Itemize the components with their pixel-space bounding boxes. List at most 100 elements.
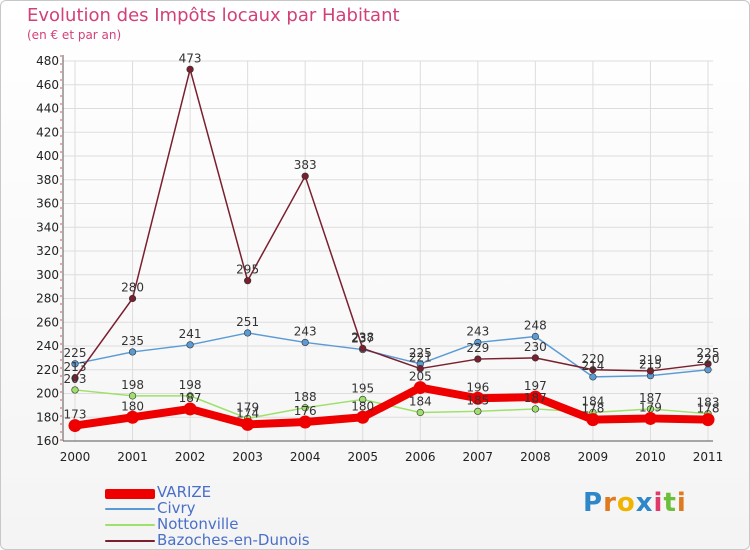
data-label-varize: 205: [409, 370, 432, 384]
y-tick-label: 280: [36, 292, 59, 306]
data-point-varize: [471, 391, 485, 405]
data-point-varize: [701, 413, 715, 427]
data-point-civry: [589, 373, 597, 381]
data-point-bazoches-en-dunois: [359, 344, 367, 352]
y-tick-label: 360: [36, 197, 59, 211]
x-tick-label: 2002: [175, 450, 206, 464]
data-label-civry: 237: [351, 332, 374, 346]
x-tick-label: 2003: [232, 450, 263, 464]
y-tick-labels: 160 180 200 220 240 260 280 300 320 340 360 380 400 4…: [36, 54, 59, 448]
y-tick-label: 200: [36, 387, 59, 401]
x-tick-label: 2001: [117, 450, 148, 464]
y-tick-label: 380: [36, 173, 59, 187]
grid-lines: [63, 60, 713, 442]
data-point-varize: [413, 381, 427, 395]
data-label-nottonville: 184: [409, 395, 432, 409]
x-tick-label: 2006: [405, 450, 436, 464]
data-label-civry: 243: [466, 324, 489, 338]
data-label-varize: 180: [121, 399, 144, 413]
data-label-civry: 241: [179, 327, 202, 341]
logo-letter: i: [653, 488, 664, 518]
series-line-bazoches-en-dunois: [74, 68, 709, 379]
data-point-civry: [186, 341, 194, 349]
data-label-bazoches-en-dunois: 473: [179, 51, 202, 65]
legend-swatch-varize: [105, 489, 155, 499]
data-label-nottonville: 187: [524, 391, 547, 405]
data-label-nottonville: 185: [466, 393, 489, 407]
x-tick-label: 2005: [347, 450, 378, 464]
data-point-varize: [183, 402, 197, 416]
data-label-civry: 225: [64, 346, 87, 360]
y-tick-label: 480: [36, 54, 59, 68]
data-label-nottonville: 187: [639, 391, 662, 405]
data-point-civry: [244, 329, 252, 337]
data-label-varize: 187: [179, 391, 202, 405]
data-point-bazoches-en-dunois: [301, 172, 309, 180]
data-point-varize: [643, 411, 657, 425]
data-label-varize: 176: [294, 404, 317, 418]
data-point-bazoches-en-dunois: [646, 367, 655, 375]
data-label-bazoches-en-dunois: 220: [581, 352, 604, 366]
y-tick-label: 460: [36, 78, 59, 92]
data-label-bazoches-en-dunois: 230: [524, 340, 547, 354]
data-label-varize: 179: [639, 400, 662, 414]
data-point-bazoches-en-dunois: [244, 277, 252, 285]
y-tick-label: 160: [36, 434, 59, 448]
data-label-varize: 178: [697, 402, 720, 416]
data-label-civry: 215: [639, 358, 662, 372]
legend-swatch-civry: [105, 508, 155, 510]
data-point-bazoches-en-dunois: [71, 374, 79, 382]
legend-label: VARIZE: [157, 483, 212, 501]
legend-swatch-nottonville: [105, 524, 155, 526]
y-tick-label: 180: [36, 410, 59, 424]
chart-subtitle: (en € et par an): [27, 28, 122, 42]
data-point-civry: [71, 360, 79, 368]
data-point-nottonville: [186, 392, 194, 400]
logo-letter: o: [616, 488, 636, 518]
y-tick-label: 400: [36, 149, 59, 163]
data-label-civry: 251: [236, 315, 259, 329]
series-lines: [71, 68, 712, 430]
proxiti-logo: Proxiti: [583, 488, 687, 518]
data-point-bazoches-en-dunois: [416, 364, 424, 373]
data-label-nottonville: 179: [236, 400, 259, 414]
x-tick-labels: 2000 2001 2002 2003 2004 2005 2006 2007 2008 2009…: [60, 450, 724, 464]
data-label-civry: 235: [121, 334, 144, 348]
data-label-varize: 197: [524, 379, 547, 393]
y-tick-label: 420: [36, 125, 59, 139]
data-point-bazoches-en-dunois: [186, 65, 194, 73]
axes: [60, 55, 713, 442]
logo-letter: i: [676, 488, 687, 518]
legend-label: Civry: [157, 499, 196, 517]
x-tick-label: 2000: [60, 450, 91, 464]
chart-title: Evolution des Impôts locaux par Habitant: [27, 5, 400, 26]
y-tick-label: 440: [36, 102, 59, 116]
data-point-nottonville: [531, 405, 539, 413]
y-tick-label: 220: [36, 363, 59, 377]
data-label-varize: 180: [351, 399, 374, 413]
data-point-varize: [586, 413, 600, 427]
data-label-nottonville: 203: [64, 372, 87, 386]
data-point-bazoches-en-dunois: [589, 366, 597, 374]
data-label-nottonville: 188: [294, 390, 317, 404]
data-point-nottonville: [128, 392, 137, 400]
data-label-civry: 225: [409, 346, 432, 360]
data-point-bazoches-en-dunois: [128, 294, 137, 303]
data-label-bazoches-en-dunois: 225: [697, 346, 720, 360]
data-point-nottonville: [416, 408, 424, 417]
x-tick-label: 2004: [290, 450, 321, 464]
data-label-bazoches-en-dunois: 213: [64, 360, 87, 374]
y-tick-label: 300: [36, 268, 59, 282]
data-point-civry: [474, 338, 482, 347]
series-line-civry: [74, 332, 709, 378]
data-label-nottonville: 195: [351, 381, 374, 395]
y-tick-label: 240: [36, 339, 59, 353]
data-label-civry: 220: [697, 352, 720, 366]
legend-label: Bazoches-en-Dunois: [157, 531, 310, 549]
data-point-nottonville: [359, 395, 367, 404]
data-point-nottonville: [474, 407, 482, 415]
data-point-varize: [126, 410, 140, 424]
